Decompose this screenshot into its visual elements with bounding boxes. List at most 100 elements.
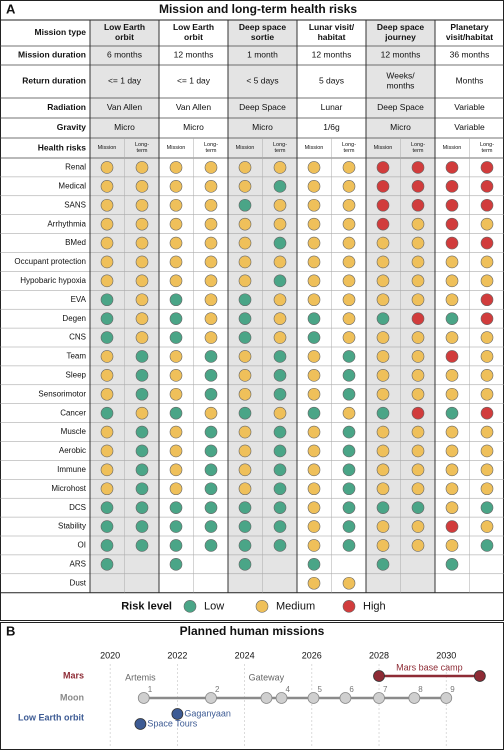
- risk-dot: [480, 312, 494, 325]
- risk-dot: [273, 350, 287, 363]
- risk-dot: [100, 501, 114, 514]
- risk-dot: [135, 350, 149, 363]
- sub-header: Long-term: [273, 142, 287, 154]
- risk-dot: [169, 274, 183, 288]
- risk-dot: [100, 331, 114, 344]
- chart-title: Planned human missions: [180, 624, 325, 638]
- cell-text: 12 months: [174, 50, 214, 60]
- risk-dot: [100, 236, 114, 250]
- cell-text: Van Allen: [176, 102, 212, 112]
- risk-dot: [169, 387, 183, 401]
- risk-dot: [411, 539, 425, 552]
- risk-dot: [135, 274, 149, 288]
- cell-text: 1/6g: [323, 122, 340, 132]
- x-tick-label: 2030: [436, 650, 456, 660]
- risk-dot: [238, 161, 252, 174]
- x-tick-label: 2026: [302, 650, 322, 660]
- risk-dot: [238, 255, 252, 269]
- risk-dot: [100, 274, 114, 288]
- risk-dot: [273, 482, 287, 496]
- risk-dot: [273, 236, 287, 250]
- risk-dot: [204, 331, 218, 344]
- risk-dot: [273, 387, 287, 401]
- risk-dot: [376, 217, 390, 231]
- row-header: Health risks: [38, 142, 86, 152]
- risk-dot: [204, 369, 218, 382]
- risk-dot: [307, 463, 321, 477]
- risk-dot: [307, 387, 321, 401]
- risk-dot: [100, 180, 114, 193]
- cell-text: Van Allen: [107, 102, 143, 112]
- risk-dot: [342, 444, 356, 458]
- risk-dot: [238, 217, 252, 231]
- risk-dot: [204, 293, 218, 307]
- risk-dot: [342, 406, 356, 420]
- risk-dot: [342, 236, 356, 250]
- risk-dot: [411, 161, 425, 174]
- risk-dot: [376, 180, 390, 193]
- risk-dot: [204, 387, 218, 401]
- annotation: Mars base camp: [396, 662, 463, 672]
- risk-dot: [135, 312, 149, 325]
- risk-dot: [445, 312, 459, 325]
- risk-dot: [307, 217, 321, 231]
- risk-dot: [273, 444, 287, 458]
- risk-label: Renal: [65, 163, 86, 172]
- risk-label: DCS: [69, 503, 86, 512]
- cell-text: Micro: [183, 122, 204, 132]
- risk-dot: [100, 387, 114, 401]
- mission-point: [408, 692, 421, 704]
- risk-dot: [445, 255, 459, 269]
- cell-text: Months: [456, 76, 484, 86]
- risk-dot: [411, 444, 425, 458]
- risk-dot: [238, 482, 252, 496]
- risk-dot: [445, 180, 459, 193]
- risk-dot: [135, 236, 149, 250]
- risk-dot: [445, 539, 459, 552]
- risk-dot: [307, 236, 321, 250]
- risk-dot: [100, 312, 114, 325]
- risk-dot: [273, 501, 287, 514]
- risk-dot: [238, 558, 252, 571]
- risk-dot: [238, 463, 252, 477]
- risk-label: Dust: [70, 578, 87, 587]
- risk-dot: [480, 236, 494, 250]
- risk-dot: [169, 406, 183, 420]
- mission-point: [134, 718, 147, 730]
- mission-point: [373, 692, 385, 704]
- risk-dot: [342, 312, 356, 325]
- mission-point: [275, 692, 288, 704]
- risk-dot: [169, 369, 183, 382]
- row-header: Mission type: [35, 27, 87, 37]
- mission-point: [205, 692, 217, 704]
- risk-dot: [273, 217, 287, 231]
- risk-dot: [480, 387, 494, 401]
- risk-dot: [238, 501, 252, 514]
- risk-dot: [238, 274, 252, 288]
- risk-dot: [238, 350, 252, 363]
- legend-label: Low: [204, 600, 224, 612]
- risk-dot: [238, 293, 252, 307]
- risk-dot: [445, 463, 459, 477]
- cell-text: Lunar: [321, 102, 343, 112]
- risk-label: Sensorimotor: [38, 389, 86, 398]
- risk-label: Microhost: [51, 484, 86, 493]
- risk-dot: [204, 520, 218, 533]
- risk-dot: [238, 369, 252, 382]
- mission-point: [473, 670, 486, 682]
- legend-title: Risk level: [121, 600, 172, 612]
- mission-point: [260, 692, 273, 704]
- legend-swatch: [183, 600, 197, 613]
- risk-dot: [376, 331, 390, 344]
- risk-dot: [480, 331, 494, 344]
- risk-dot: [169, 539, 183, 552]
- risk-dot: [238, 236, 252, 250]
- risk-dot: [480, 217, 494, 231]
- x-tick-label: 2028: [369, 650, 389, 660]
- legend-swatch: [255, 600, 269, 613]
- risk-dot: [342, 463, 356, 477]
- risk-dot: [273, 369, 287, 382]
- risk-dot: [445, 198, 459, 212]
- risk-dot: [376, 406, 390, 420]
- risk-dot: [307, 576, 321, 590]
